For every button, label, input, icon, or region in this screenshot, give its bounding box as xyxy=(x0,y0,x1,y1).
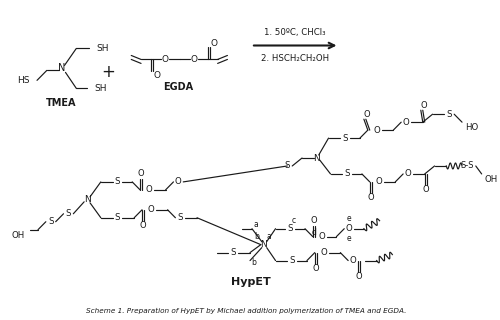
Text: O: O xyxy=(148,205,154,214)
Text: O: O xyxy=(140,221,146,230)
Text: S: S xyxy=(342,133,348,143)
Text: HS: HS xyxy=(16,76,29,85)
Text: e: e xyxy=(347,234,352,243)
Text: c: c xyxy=(291,216,296,225)
Text: O: O xyxy=(318,232,325,241)
Text: S: S xyxy=(230,248,236,257)
Text: O: O xyxy=(346,224,352,233)
Text: S: S xyxy=(290,256,295,265)
Text: e: e xyxy=(347,214,352,223)
Text: HO: HO xyxy=(465,123,478,132)
Text: O: O xyxy=(402,118,409,127)
Text: SH: SH xyxy=(94,84,106,93)
Text: S: S xyxy=(344,169,350,179)
Text: b: b xyxy=(252,258,256,267)
Text: O: O xyxy=(356,272,362,281)
Text: O: O xyxy=(310,216,317,225)
Text: S: S xyxy=(48,217,54,226)
Text: HypET: HypET xyxy=(231,277,271,287)
Text: O: O xyxy=(154,71,160,80)
Text: N: N xyxy=(314,154,320,163)
Text: O: O xyxy=(175,177,182,187)
Text: a: a xyxy=(254,220,258,229)
Text: O: O xyxy=(364,110,370,119)
Text: OH: OH xyxy=(12,231,25,240)
Text: S: S xyxy=(284,162,290,171)
Text: 1. 50ºC, CHCl₃: 1. 50ºC, CHCl₃ xyxy=(264,28,326,37)
Text: N: N xyxy=(58,63,65,73)
Text: d: d xyxy=(312,228,316,237)
Text: 2. HSCH₂CH₂OH: 2. HSCH₂CH₂OH xyxy=(261,54,329,63)
Text: O: O xyxy=(404,169,411,179)
Text: O: O xyxy=(422,185,429,194)
Text: a: a xyxy=(266,232,271,241)
Text: O: O xyxy=(312,264,319,273)
Text: O: O xyxy=(420,101,427,110)
Text: N: N xyxy=(84,195,90,204)
Text: EGDA: EGDA xyxy=(164,82,194,92)
Text: O: O xyxy=(320,248,327,257)
Text: O: O xyxy=(350,256,356,265)
Text: S: S xyxy=(115,213,120,222)
Text: TMEA: TMEA xyxy=(46,98,77,108)
Text: S: S xyxy=(288,224,293,233)
Text: +: + xyxy=(102,63,116,81)
Text: N: N xyxy=(260,240,267,249)
Text: S: S xyxy=(115,177,120,187)
Text: SH: SH xyxy=(96,44,108,53)
Text: b: b xyxy=(254,232,260,241)
Text: O: O xyxy=(375,177,382,187)
Text: OH: OH xyxy=(484,175,498,184)
Text: S-S: S-S xyxy=(460,162,473,171)
Text: O: O xyxy=(374,126,380,135)
Text: S: S xyxy=(446,110,452,119)
Text: O: O xyxy=(138,169,144,179)
Text: S: S xyxy=(66,209,71,218)
Text: O: O xyxy=(161,55,168,64)
Text: O: O xyxy=(146,185,152,194)
Text: O: O xyxy=(190,55,198,64)
Text: O: O xyxy=(368,193,374,202)
Text: S: S xyxy=(178,213,183,222)
Text: Scheme 1. Preparation of HypET by Michael addition polymerization of TMEA and EG: Scheme 1. Preparation of HypET by Michae… xyxy=(86,308,406,314)
Text: O: O xyxy=(210,39,217,48)
